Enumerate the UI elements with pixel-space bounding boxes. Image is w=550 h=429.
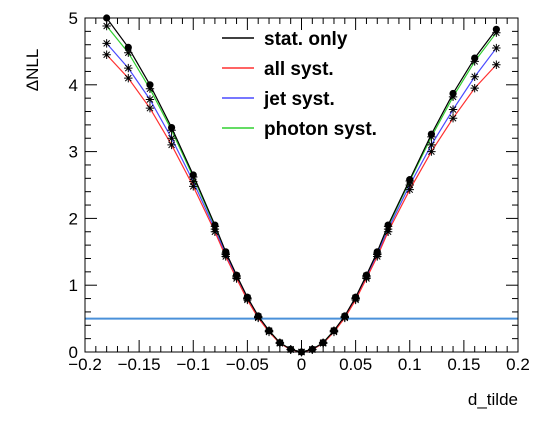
y-axis-title: ΔNLL [23,49,42,92]
y-tick-label: 0 [69,343,78,362]
point-s0-4 [189,171,197,179]
point-s1-5 [210,227,220,236]
point-s0-10 [265,327,273,335]
point-s2-1 [124,63,133,73]
x-tick-label: 0 [297,355,306,374]
point-s0-9 [254,312,262,320]
x-tick-label: 0.2 [506,355,530,374]
point-s1-23 [427,147,436,156]
point-s1-22 [405,185,414,194]
point-s1-20 [373,252,382,261]
point-s1-3 [167,140,176,150]
legend-label-3: photon syst. [264,119,377,140]
point-s0-23 [427,130,435,138]
point-s0-18 [352,293,360,301]
point-s0-3 [168,123,176,132]
x-tick-label: −0.1 [176,355,210,374]
legend: stat. only all syst. jet syst. photon syst. [222,29,377,140]
y-tick-label: 4 [69,76,78,95]
point-s1-2 [145,103,155,113]
y-tick-label: 5 [69,9,78,28]
point-s2-22 [405,180,414,190]
point-s3-1 [124,48,133,57]
point-s1-26 [492,60,501,69]
point-s0-2 [146,81,154,89]
point-s1-21 [383,227,393,236]
x-axis-title: d_tilde [468,390,518,409]
point-s1-4 [189,182,198,191]
point-s0-24 [449,89,457,98]
point-s1-1 [124,73,133,83]
x-tick-label: −0.05 [226,355,269,374]
y-tick-label: 2 [69,209,78,228]
point-s1-0 [102,50,111,59]
point-s0-16 [330,327,338,335]
point-s0-19 [362,271,371,279]
legend-label-1: all syst. [264,59,334,80]
x-tick-label: −0.2 [68,355,102,374]
point-s3-0 [102,21,111,31]
x-tick-label: −0.15 [118,355,161,374]
point-s0-1 [124,43,132,51]
point-s2-3 [167,134,176,143]
point-s2-0 [102,39,111,48]
point-s1-24 [448,114,458,123]
point-s0-6 [222,248,230,256]
x-tick-label: 0.15 [447,355,480,374]
point-s0-26 [492,25,500,33]
point-s2-23 [427,140,436,150]
point-s1-25 [470,83,479,93]
x-tick-label: 0.05 [339,355,372,374]
point-s0-5 [211,221,219,229]
point-s0-25 [471,54,479,62]
point-s0-11 [276,339,284,347]
point-s2-2 [145,95,155,104]
point-s0-22 [406,176,414,184]
point-s1-6 [221,252,230,261]
point-s2-25 [470,72,479,81]
point-s2-26 [492,43,501,53]
x-tick-label: 0.1 [398,355,422,374]
point-s0-20 [373,248,381,256]
point-s2-4 [189,177,198,186]
legend-label-0: stat. only [264,29,348,50]
y-tick-label: 1 [69,276,78,295]
legend-label-2: jet syst. [263,89,335,110]
point-s0-15 [319,339,327,347]
point-s0-17 [341,312,349,320]
point-s0-21 [384,221,392,229]
point-s0-7 [232,271,241,279]
axis-ticks: −0.2 −0.15 −0.1 −0.05 0 0.05 0.1 0.15 0.2 0 1 2 3 4 5 [68,9,530,374]
y-tick-label: 3 [69,143,78,162]
point-s3-2 [145,84,155,94]
point-s0-8 [243,293,251,301]
point-s2-24 [448,105,458,114]
